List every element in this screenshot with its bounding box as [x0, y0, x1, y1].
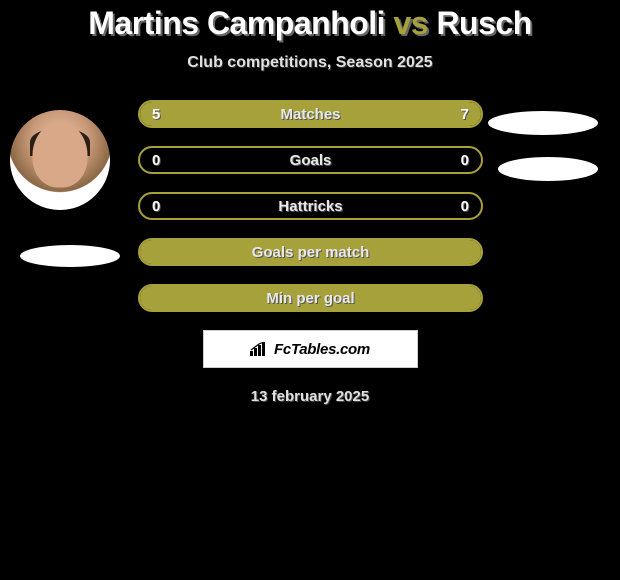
player2-badge-1	[488, 111, 598, 135]
stat-label: Matches	[280, 106, 340, 123]
vs-separator: vs	[393, 5, 428, 41]
avatar-face	[33, 123, 88, 188]
player2-badge-2	[498, 157, 598, 181]
comparison-date: 13 february 2025	[0, 388, 620, 405]
bar-chart-icon	[250, 342, 268, 356]
stat-label: Goals	[290, 152, 332, 169]
stat-right-value: 0	[461, 198, 469, 215]
brand-text: FcTables.com	[274, 341, 370, 358]
player1-name: Martins Campanholi	[88, 5, 385, 41]
avatar-circle	[10, 110, 110, 210]
stat-right-value: 0	[461, 152, 469, 169]
stat-right-value: 7	[461, 106, 469, 123]
brand-watermark[interactable]: FcTables.com	[203, 330, 418, 368]
comparison-title: Martins Campanholi vs Rusch	[0, 5, 620, 42]
stat-left-value: 0	[152, 152, 160, 169]
player1-badge	[20, 245, 120, 267]
stat-row-hattricks: 0 Hattricks 0	[138, 192, 483, 220]
stat-row-matches: 5 Matches 7	[138, 100, 483, 128]
stat-label: Min per goal	[266, 290, 354, 307]
subtitle: Club competitions, Season 2025	[0, 54, 620, 72]
bar-fill-left	[140, 102, 276, 126]
comparison-card: Martins Campanholi vs Rusch Club competi…	[0, 0, 620, 405]
content-area: 5 Matches 7 0 Goals 0 0 Hattricks 0 Go	[0, 100, 620, 405]
stat-row-goals-per-match: Goals per match	[138, 238, 483, 266]
stat-left-value: 0	[152, 198, 160, 215]
stat-row-goals: 0 Goals 0	[138, 146, 483, 174]
stat-row-min-per-goal: Min per goal	[138, 284, 483, 312]
stats-bars: 5 Matches 7 0 Goals 0 0 Hattricks 0 Go	[138, 100, 483, 312]
player1-avatar	[10, 110, 110, 210]
stat-left-value: 5	[152, 106, 160, 123]
stat-label: Goals per match	[252, 244, 370, 261]
player2-name: Rusch	[436, 5, 531, 41]
stat-label: Hattricks	[278, 198, 342, 215]
